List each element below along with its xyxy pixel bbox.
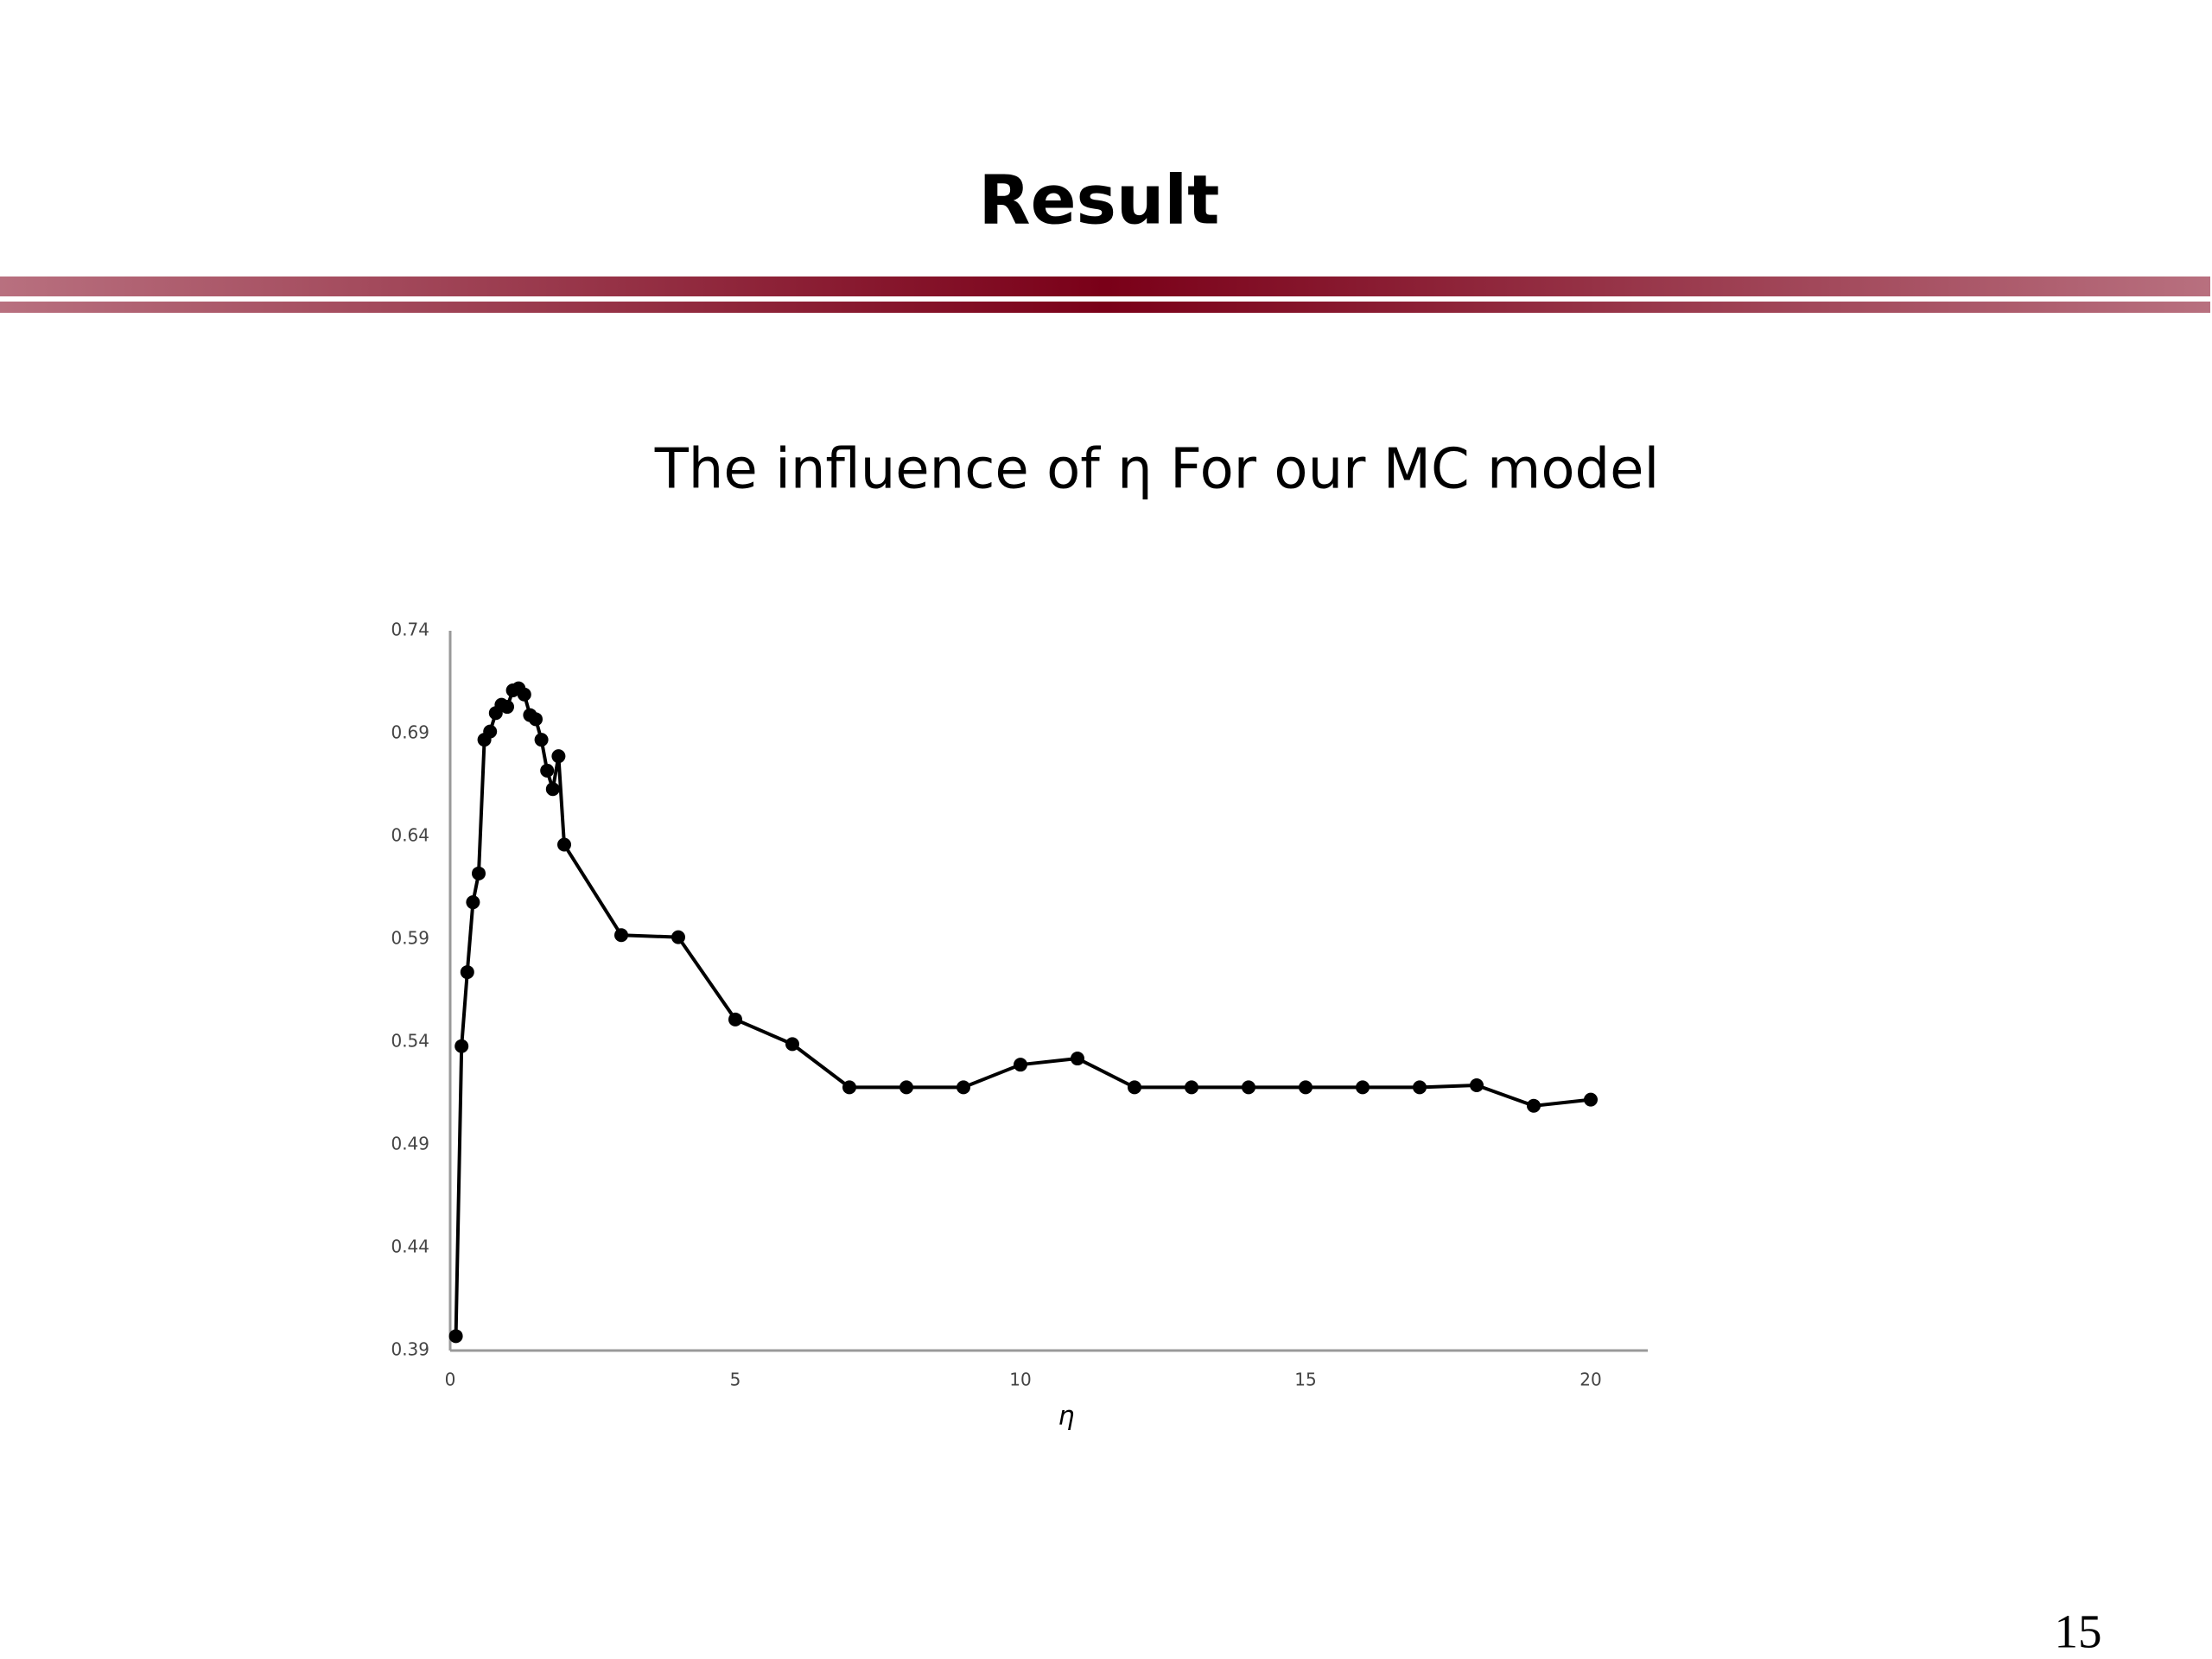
x-tick-label: 20 <box>1580 1370 1601 1390</box>
point <box>529 712 543 727</box>
point <box>842 1080 856 1095</box>
point <box>1584 1092 1598 1107</box>
point <box>545 782 560 797</box>
x-tick-label: 10 <box>1009 1370 1031 1390</box>
chart-title: The influence of η For our MC model <box>654 438 1660 502</box>
slide-title: Result <box>979 162 1220 239</box>
point <box>1185 1080 1198 1095</box>
y-tick-label: 0.59 <box>391 928 429 949</box>
point <box>1128 1080 1141 1095</box>
point <box>540 763 555 778</box>
x-tick-label: 15 <box>1294 1370 1316 1390</box>
point <box>460 965 474 980</box>
point <box>899 1080 913 1095</box>
y-tick-label: 0.64 <box>391 825 429 846</box>
y-tick-label: 0.54 <box>391 1031 429 1052</box>
point <box>671 930 685 944</box>
title-rule <box>0 302 2210 313</box>
point <box>557 837 571 852</box>
point <box>1470 1077 1484 1092</box>
point <box>614 928 628 943</box>
point <box>1527 1098 1541 1113</box>
x-tick-label: 5 <box>730 1370 741 1390</box>
y-tick-label: 0.39 <box>391 1339 429 1360</box>
title-rule <box>0 276 2210 296</box>
point <box>1071 1052 1084 1066</box>
point <box>448 1329 463 1344</box>
y-tick-label: 0.69 <box>391 722 429 743</box>
point <box>957 1080 970 1095</box>
point <box>472 866 486 880</box>
x-tick-label: 0 <box>445 1370 456 1390</box>
point <box>728 1012 742 1027</box>
y-tick-label: 0.44 <box>391 1236 429 1257</box>
point <box>466 895 480 910</box>
y-tick-label: 0.74 <box>391 620 429 640</box>
point <box>1299 1080 1313 1095</box>
point <box>1242 1080 1255 1095</box>
page-number: 15 <box>2055 1605 2102 1658</box>
point <box>551 749 566 764</box>
x-axis-label: η <box>1058 1402 1074 1432</box>
point <box>517 687 531 702</box>
point <box>1014 1058 1027 1072</box>
point <box>1356 1080 1370 1095</box>
point <box>500 700 514 715</box>
y-tick-label: 0.49 <box>391 1134 429 1154</box>
point <box>785 1037 799 1052</box>
point <box>1413 1080 1427 1095</box>
point <box>454 1039 469 1053</box>
point <box>534 733 549 747</box>
point <box>483 724 498 739</box>
